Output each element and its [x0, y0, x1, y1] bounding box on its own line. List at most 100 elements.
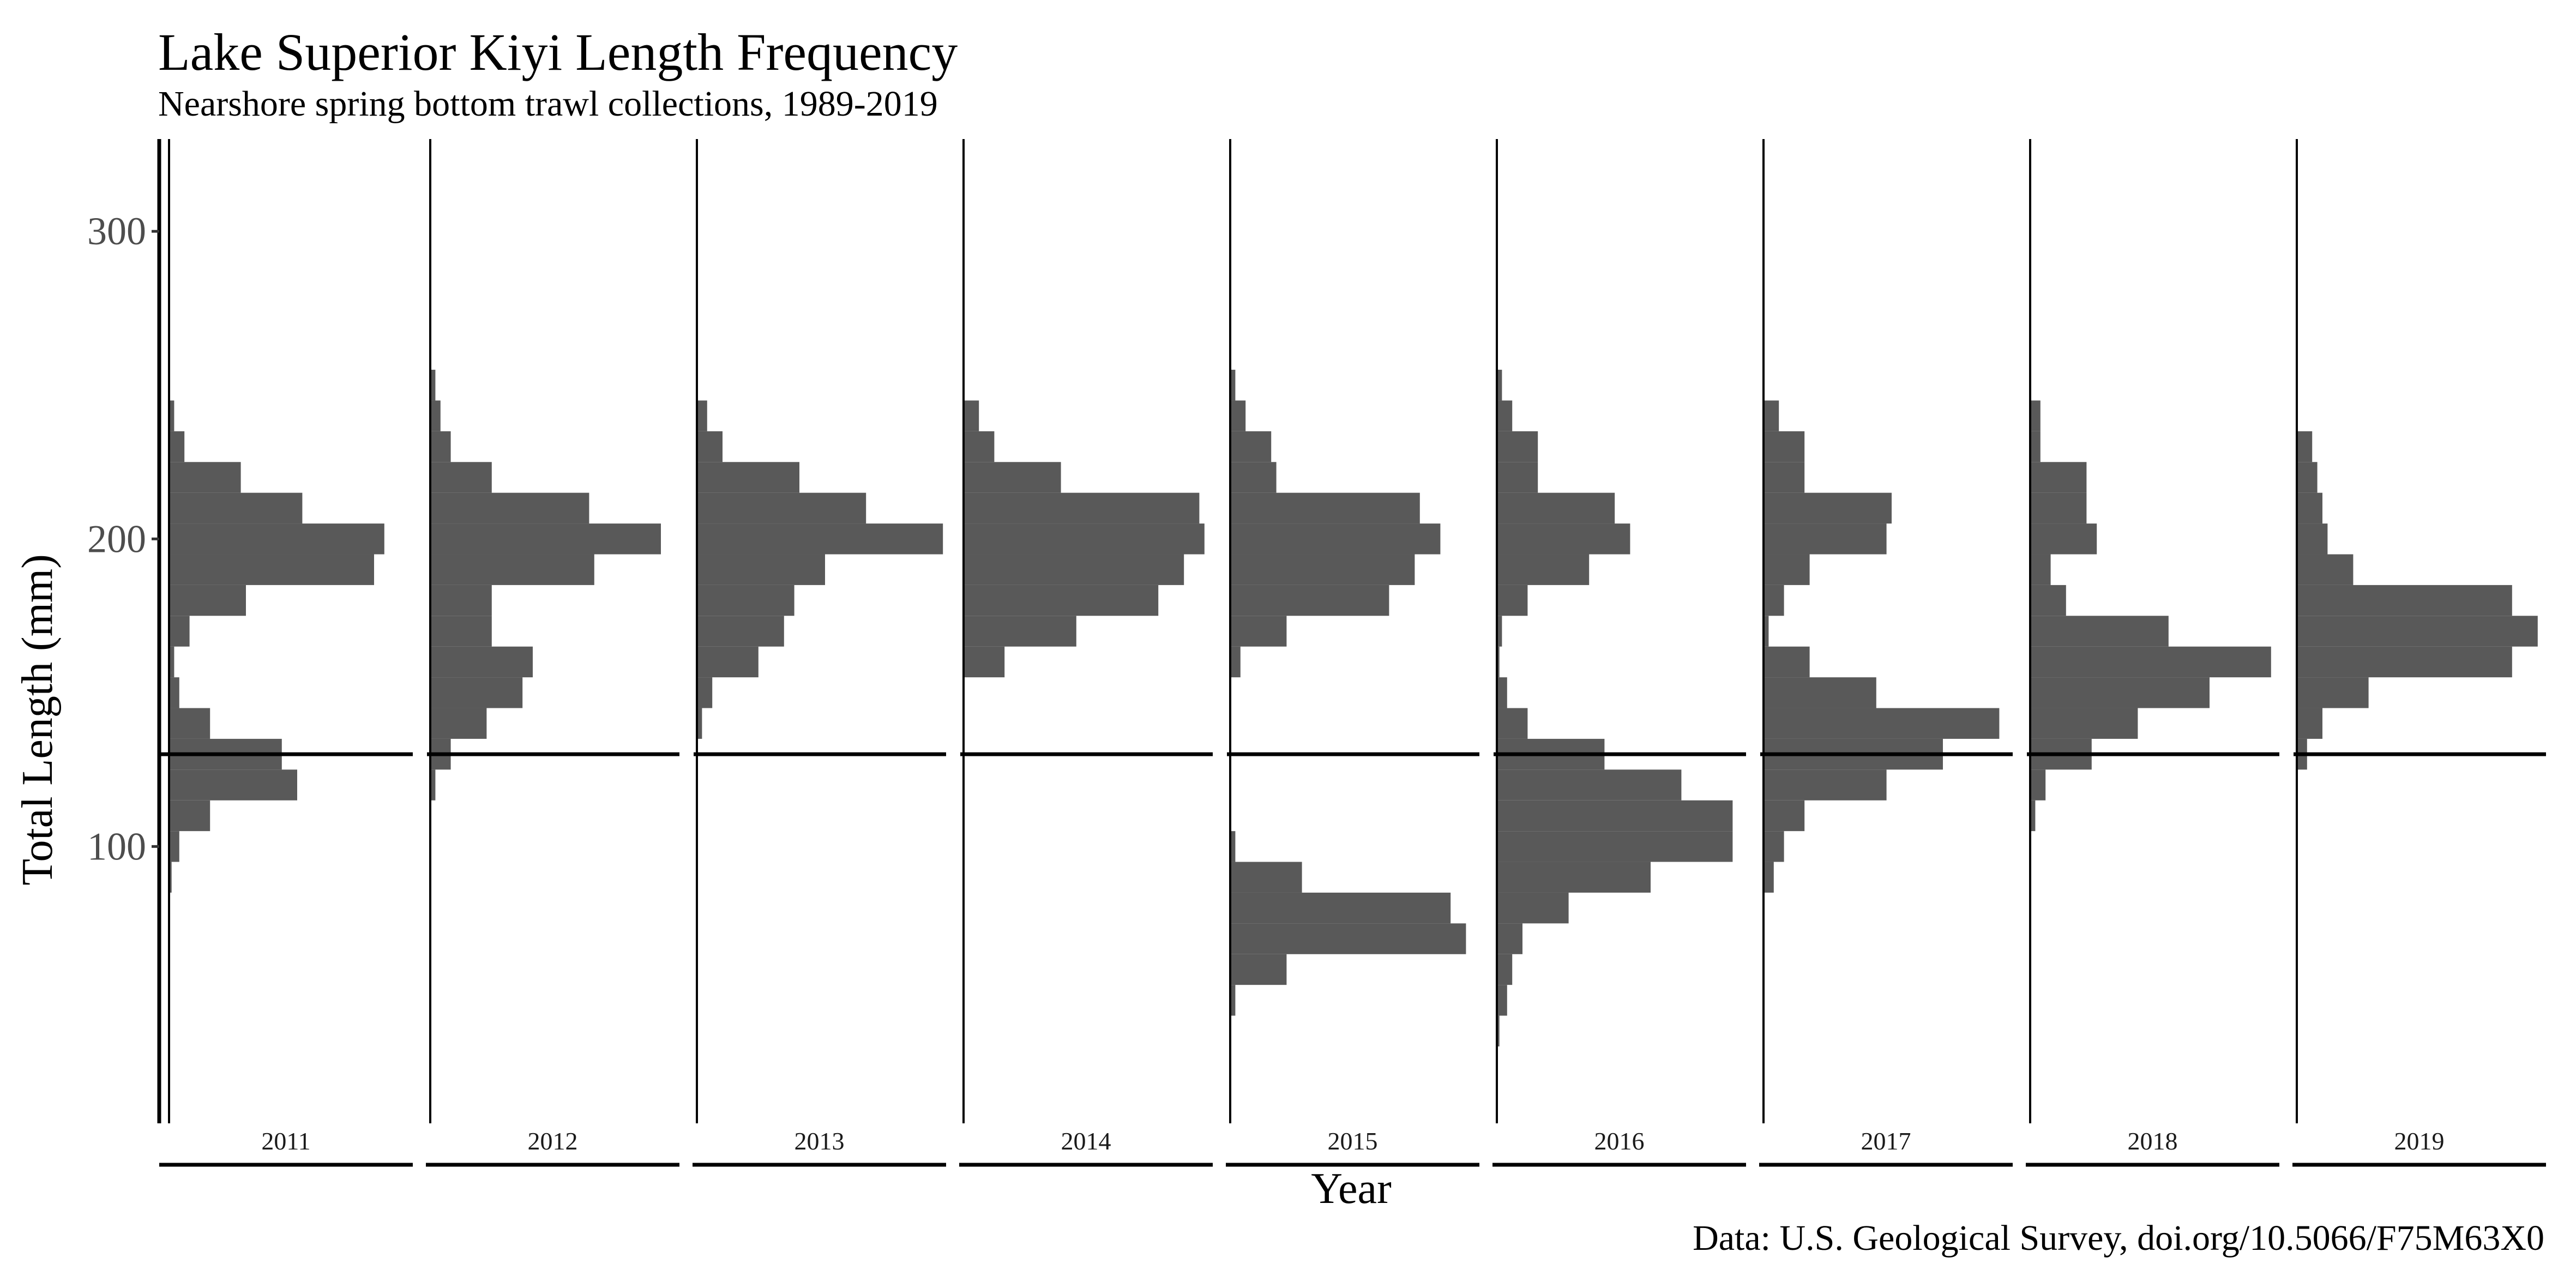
histogram-bar	[1497, 708, 1528, 739]
histogram-bar	[1230, 892, 1451, 924]
histogram-bar	[1497, 646, 1500, 678]
histogram-bar	[430, 462, 492, 493]
facet-strip-label: 2019	[2394, 1127, 2445, 1155]
histogram-bar	[2297, 708, 2322, 739]
histogram-bar	[169, 616, 190, 647]
facet-strip-label: 2014	[1061, 1127, 1111, 1155]
y-axis-title: Total Length (mm)	[14, 554, 62, 886]
histogram-bar	[2297, 554, 2354, 585]
histogram-bar	[697, 431, 723, 462]
histogram-bar	[1497, 862, 1651, 893]
histogram-bar	[1230, 370, 1236, 401]
histogram-bar	[2297, 492, 2322, 524]
histogram-bar	[1497, 554, 1590, 585]
histogram-bar	[964, 492, 1200, 524]
histogram-bar	[2030, 800, 2036, 832]
histogram-bar	[1497, 492, 1615, 524]
histogram-bar	[2030, 616, 2169, 647]
histogram-bar	[430, 585, 492, 616]
histogram-bar	[169, 831, 179, 862]
histogram-bar	[169, 554, 374, 585]
histogram-bar	[1230, 554, 1415, 585]
histogram-bar	[2297, 646, 2512, 678]
y-tick-label: 300	[87, 209, 146, 253]
histogram-bar	[430, 646, 533, 678]
histogram-bar	[2030, 769, 2046, 801]
histogram-bar	[1764, 462, 1805, 493]
chart-title: Lake Superior Kiyi Length Frequency	[158, 23, 958, 81]
histogram-bar	[2297, 462, 2318, 493]
facet-strip-label: 2011	[261, 1127, 310, 1155]
histogram-bar	[1764, 677, 1876, 708]
histogram-bar	[430, 769, 436, 801]
histogram-bar	[964, 616, 1076, 647]
facet-panel-2014: 2014	[959, 139, 1213, 1167]
histogram-bar	[2030, 431, 2041, 462]
histogram-bar	[2030, 523, 2097, 555]
histogram-bar	[2030, 462, 2087, 493]
histogram-bar	[1497, 431, 1538, 462]
histogram-bar	[1764, 831, 1784, 862]
histogram-bar	[1764, 554, 1810, 585]
facet-panel-2012: 2012	[426, 139, 679, 1167]
histogram-bar	[430, 708, 487, 739]
y-axis: 100 200 300	[87, 139, 161, 1123]
facet-panels: 2011 2012 2013 2014 2015 2016 2017 2018 2019	[159, 139, 2546, 1167]
histogram-bar	[1764, 769, 1887, 801]
histogram-bar	[2030, 677, 2210, 708]
chart-caption: Data: U.S. Geological Survey, doi.org/10…	[1693, 1218, 2544, 1258]
histogram-bar	[1764, 431, 1805, 462]
histogram-bar	[1497, 954, 1513, 985]
histogram-bar	[430, 492, 589, 524]
histogram-bar	[1764, 646, 1810, 678]
histogram-bar	[697, 646, 759, 678]
histogram-bar	[1230, 831, 1236, 862]
facet-strip-label: 2013	[795, 1127, 845, 1155]
histogram-bar	[1230, 585, 1389, 616]
histogram-bar	[1764, 616, 1769, 647]
histogram-bar	[697, 677, 713, 708]
histogram-bar	[1764, 492, 1892, 524]
histogram-bar	[1497, 985, 1507, 1016]
chart-subtitle: Nearshore spring bottom trawl collection…	[158, 84, 938, 124]
histogram-bar	[2030, 554, 2051, 585]
facet-panel-2016: 2016	[1492, 139, 1746, 1167]
histogram-bar	[430, 616, 492, 647]
facet-strip-label: 2016	[1594, 1127, 1645, 1155]
histogram-bar	[169, 492, 303, 524]
histogram-bar	[1497, 400, 1513, 431]
facet-strip-label: 2012	[528, 1127, 578, 1155]
histogram-bar	[1764, 800, 1805, 832]
histogram-bar	[964, 523, 1205, 555]
histogram-bar	[697, 523, 943, 555]
histogram-bar	[1497, 800, 1733, 832]
histogram-bar	[2297, 431, 2313, 462]
histogram-bar	[169, 769, 297, 801]
facet-strip-label: 2017	[1861, 1127, 1911, 1155]
histogram-bar	[1230, 431, 1272, 462]
histogram-bar	[1497, 462, 1538, 493]
histogram-bar	[169, 523, 384, 555]
histogram-bar	[697, 708, 702, 739]
histogram-bar	[697, 462, 799, 493]
histogram-bar	[1230, 492, 1420, 524]
histogram-bar	[2030, 400, 2041, 431]
histogram-bar	[697, 400, 707, 431]
facet-strip-label: 2015	[1328, 1127, 1378, 1155]
facet-panel-2017: 2017	[1759, 139, 2013, 1167]
histogram-bar	[1230, 462, 1277, 493]
histogram-bar	[430, 677, 523, 708]
histogram-bar	[1230, 616, 1287, 647]
histogram-bar	[1497, 892, 1569, 924]
histogram-bar	[964, 400, 979, 431]
histogram-bar	[169, 646, 174, 678]
facet-panel-2019: 2019	[2292, 139, 2546, 1167]
histogram-bar	[1230, 400, 1246, 431]
histogram-bar	[1230, 523, 1441, 555]
y-tick-label: 100	[87, 824, 146, 868]
histogram-bar	[1764, 862, 1774, 893]
histogram-bar	[1230, 646, 1241, 678]
histogram-bar	[1497, 677, 1507, 708]
facet-panel-2015: 2015	[1226, 139, 1479, 1167]
histogram-bar	[169, 800, 210, 832]
